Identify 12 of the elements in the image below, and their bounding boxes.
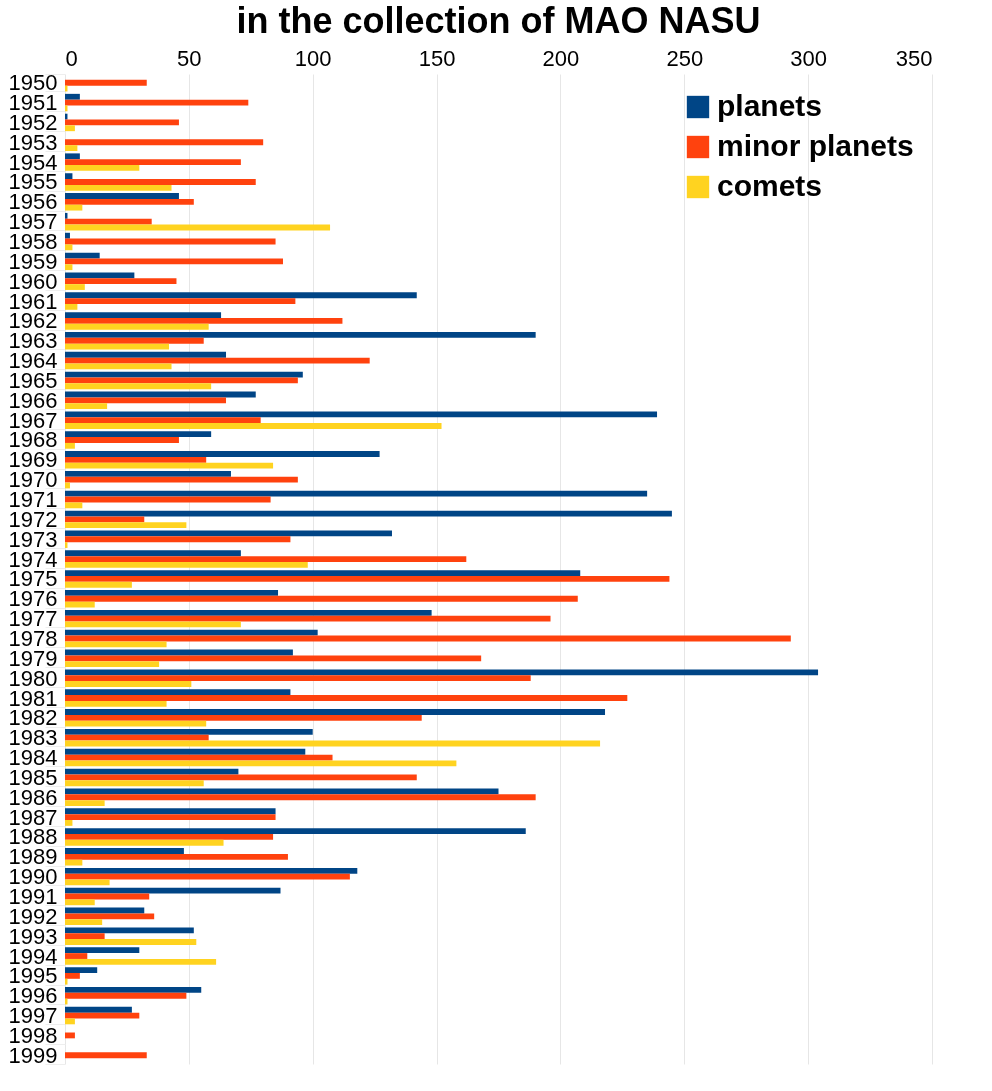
x-tick-label: 350 xyxy=(895,45,933,71)
x-tick-label: 150 xyxy=(418,45,456,71)
x-tick-label: 0 xyxy=(65,45,78,71)
legend-label: comets xyxy=(717,169,823,202)
chart-title: in the collection of MAO NASU xyxy=(236,0,761,41)
x-tick-label: 100 xyxy=(294,45,332,71)
x-tick-label: 50 xyxy=(177,45,202,71)
legend-label: planets xyxy=(717,89,823,122)
x-tick-label: 300 xyxy=(790,45,827,71)
x-tick-label: 200 xyxy=(542,45,580,71)
legend-label: minor planets xyxy=(717,129,914,162)
x-tick-label: 250 xyxy=(666,45,704,71)
